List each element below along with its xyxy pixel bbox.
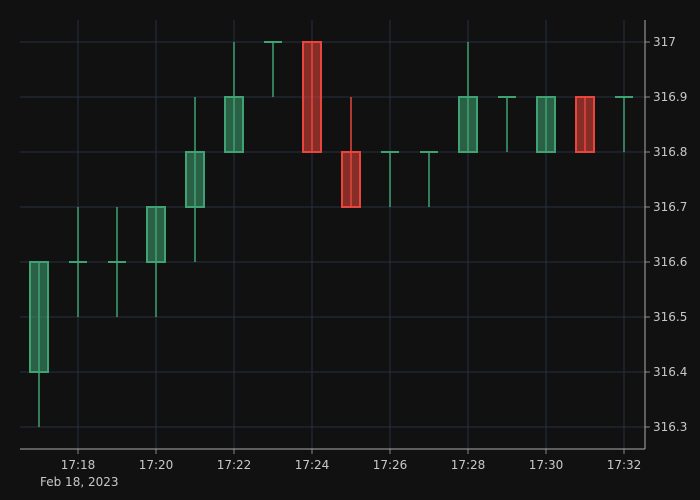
x-tick-label: 17:22 bbox=[217, 458, 252, 472]
candle bbox=[341, 97, 361, 208]
candle-body bbox=[29, 261, 49, 373]
y-tick-label: 316.4 bbox=[653, 365, 687, 379]
candle-body bbox=[536, 96, 556, 153]
candle bbox=[69, 207, 87, 317]
y-tick-label: 316.6 bbox=[653, 255, 687, 269]
y-tick-label: 316.9 bbox=[653, 90, 687, 104]
candle bbox=[185, 97, 205, 262]
date-label: Feb 18, 2023 bbox=[40, 475, 119, 489]
tick-labels: 316.3 316.4 316.5 316.6 316.7 316.8 316.9 317 17… bbox=[61, 35, 688, 472]
candle bbox=[536, 96, 556, 153]
candle bbox=[29, 261, 49, 427]
candle bbox=[146, 206, 166, 317]
candle bbox=[498, 96, 516, 152]
y-tick-label: 316.7 bbox=[653, 200, 687, 214]
candle-body bbox=[341, 151, 361, 208]
candle-body bbox=[185, 151, 205, 208]
candle-body bbox=[458, 96, 478, 153]
x-tick-label: 17:26 bbox=[373, 458, 408, 472]
candle bbox=[108, 207, 126, 317]
x-tick-label: 17:20 bbox=[139, 458, 174, 472]
candle bbox=[420, 151, 438, 207]
x-tick-label: 17:24 bbox=[295, 458, 330, 472]
candle bbox=[615, 96, 633, 152]
x-tick-label: 17:32 bbox=[607, 458, 642, 472]
x-tick-label: 17:30 bbox=[529, 458, 564, 472]
grid bbox=[20, 20, 645, 449]
y-tick-label: 316.3 bbox=[653, 420, 687, 434]
candle-body bbox=[224, 96, 244, 153]
x-tick-label: 17:18 bbox=[61, 458, 96, 472]
candle-body bbox=[302, 41, 322, 153]
candle bbox=[224, 42, 244, 153]
candle bbox=[264, 41, 282, 97]
candle bbox=[458, 42, 478, 153]
axes bbox=[20, 20, 650, 454]
candle bbox=[381, 151, 399, 207]
candles bbox=[29, 41, 633, 427]
candle-body bbox=[575, 96, 595, 153]
y-tick-label: 316.5 bbox=[653, 310, 687, 324]
candle-body bbox=[146, 206, 166, 263]
y-tick-label: 317 bbox=[653, 35, 676, 49]
x-tick-label: 17:28 bbox=[451, 458, 486, 472]
candle bbox=[302, 41, 322, 153]
y-tick-label: 316.8 bbox=[653, 145, 687, 159]
candle bbox=[575, 96, 595, 153]
